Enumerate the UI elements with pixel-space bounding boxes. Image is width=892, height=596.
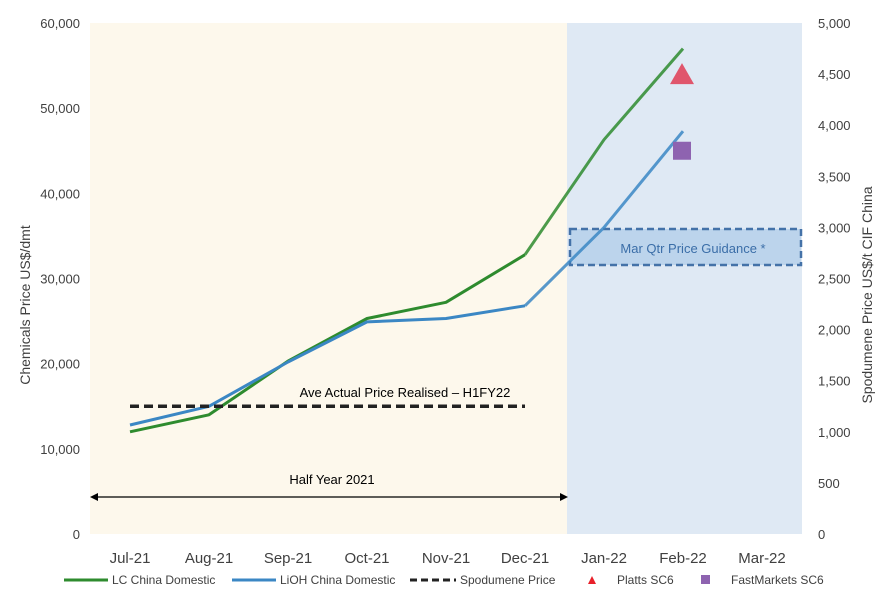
right-tick-label: 0	[818, 527, 825, 542]
left-tick-label: 60,000	[40, 16, 80, 31]
left-tick-label: 50,000	[40, 101, 80, 116]
x-tick-label: Feb-22	[659, 550, 707, 567]
right-tick-label: 1,500	[818, 374, 851, 389]
x-tick-label: Dec-21	[501, 550, 549, 567]
right-tick-label: 2,500	[818, 272, 851, 287]
x-tick-label: Sep-21	[264, 550, 312, 567]
series-line-lioh	[129, 304, 526, 427]
legend-item-spodumene: Spodumene Price	[410, 573, 556, 587]
right-tick-label: 5,000	[818, 16, 851, 31]
x-tick-label: Jul-21	[110, 550, 151, 567]
x-tick-label: Aug-21	[185, 550, 233, 567]
left-axis-ticks: 0 10,000 20,000 30,000 40,000 50,000 60,000	[40, 16, 80, 542]
x-tick-label: Oct-21	[344, 550, 389, 567]
marker-layer	[670, 63, 694, 160]
half-year-annotation: Half Year 2021	[289, 472, 374, 487]
x-tick-label: Nov-21	[422, 550, 470, 567]
guidance-label: Mar Qtr Price Guidance *	[620, 241, 765, 256]
right-axis-ticks: 0 500 1,000 1,500 2,000 2,500 3,000 3,500 4,000 4…	[818, 16, 851, 542]
left-tick-label: 10,000	[40, 442, 80, 457]
series-line-lc	[129, 253, 526, 434]
x-axis-ticks: Jul-21 Aug-21 Sep-21 Oct-21 Nov-21 Dec-21 Jan-…	[110, 550, 786, 567]
right-tick-label: 4,500	[818, 67, 851, 82]
legend-item-lioh: LiOH China Domestic	[232, 573, 395, 587]
x-tick-label: Jan-22	[581, 550, 627, 567]
legend-item-platts: Platts SC6	[588, 573, 674, 587]
series-line-lioh-forecast	[523, 130, 685, 307]
ave-price-annotation: Ave Actual Price Realised – H1FY22	[300, 385, 511, 400]
right-tick-label: 3,500	[818, 169, 851, 184]
left-tick-label: 40,000	[40, 186, 80, 201]
left-tick-label: 30,000	[40, 272, 80, 287]
legend-label-fastmarkets: FastMarkets SC6	[731, 573, 824, 587]
series-layer	[129, 47, 685, 434]
legend-label-lioh: LiOH China Domestic	[280, 573, 395, 587]
half-year-arrow	[90, 493, 568, 501]
guidance-band	[568, 227, 803, 267]
legend: LC China Domestic LiOH China Domestic Sp…	[64, 573, 824, 587]
left-tick-label: 20,000	[40, 357, 80, 372]
right-tick-label: 3,000	[818, 220, 851, 235]
right-tick-label: 1,000	[818, 425, 851, 440]
region-half-year	[90, 23, 567, 534]
right-axis-title: Spodumene Price US$/t CIF China	[859, 186, 875, 403]
right-tick-label: 2,000	[818, 323, 851, 338]
legend-label-spodumene: Spodumene Price	[460, 573, 556, 587]
platts-marker	[670, 63, 694, 85]
region-forecast	[567, 23, 802, 534]
legend-label-lc: LC China Domestic	[112, 573, 215, 587]
legend-label-platts: Platts SC6	[617, 573, 674, 587]
fastmarkets-marker	[673, 141, 691, 160]
right-tick-label: 4,000	[818, 118, 851, 133]
legend-item-lc: LC China Domestic	[64, 573, 215, 587]
series-line-lc-forecast	[523, 47, 685, 256]
x-tick-label: Mar-22	[738, 550, 786, 567]
right-tick-label: 500	[818, 476, 840, 491]
left-axis-title: Chemicals Price US$/dmt	[17, 225, 33, 385]
left-tick-label: 0	[73, 527, 80, 542]
legend-item-fastmarkets: FastMarkets SC6	[701, 573, 824, 587]
